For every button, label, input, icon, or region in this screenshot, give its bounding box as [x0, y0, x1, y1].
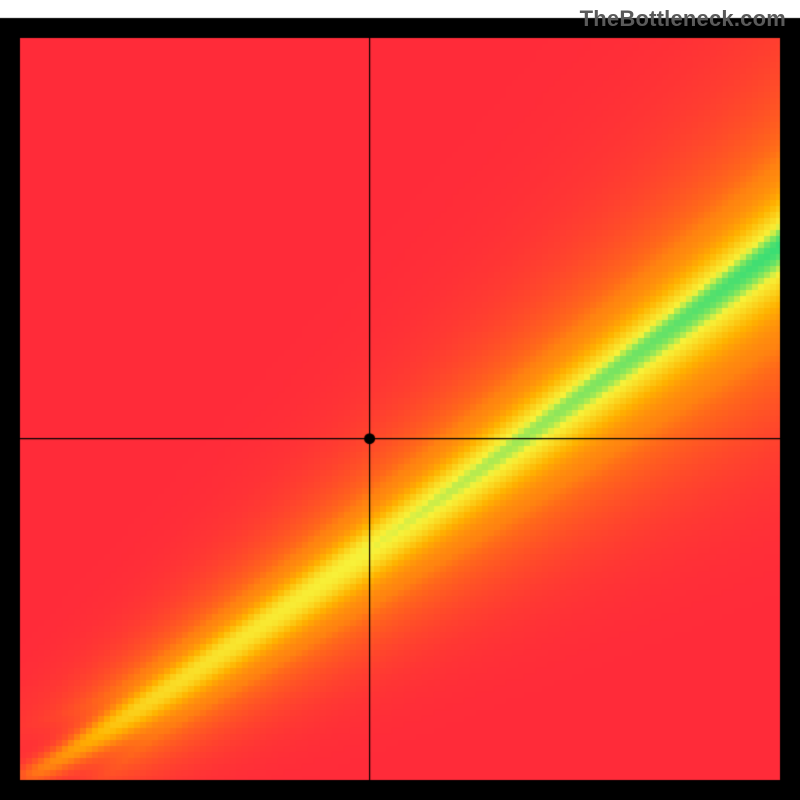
heatmap-canvas: [0, 0, 800, 800]
bottleneck-heatmap-container: TheBottleneck.com: [0, 0, 800, 800]
watermark-text: TheBottleneck.com: [580, 6, 786, 32]
